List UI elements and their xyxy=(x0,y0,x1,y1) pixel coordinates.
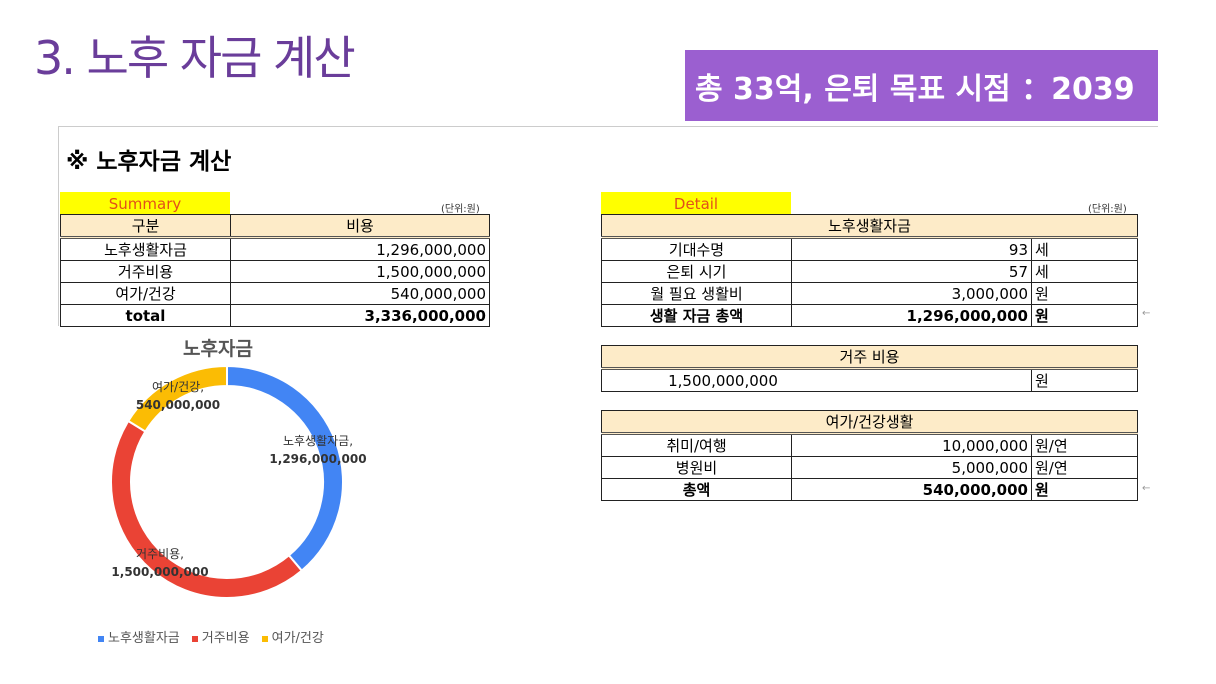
cell: 원 xyxy=(1031,478,1138,501)
donut-slice xyxy=(226,364,344,573)
summary-table: 구분 비용 노후생활자금 1,296,000,000 거주비용 1,500,000,0… xyxy=(60,214,490,327)
sheet-title: ※ 노후자금 계산 xyxy=(66,149,232,175)
cell: 취미/여행 xyxy=(601,433,792,457)
leisure-title: 여가/건강생활 xyxy=(601,410,1138,435)
cell: 1,296,000,000 xyxy=(791,304,1032,327)
legend-item: 거주비용 xyxy=(191,627,250,646)
living-title: 노후생활자금 xyxy=(601,214,1138,239)
table-row: 은퇴 시기 57 세 xyxy=(601,260,1138,283)
donut-slice xyxy=(126,364,228,433)
table-row: 1,500,000,000 원 xyxy=(601,368,1138,392)
arrow-icon: ← xyxy=(1142,483,1151,494)
table-row: 생활 자금 총액 1,296,000,000 원 xyxy=(601,304,1138,327)
cell: 은퇴 시기 xyxy=(601,260,792,283)
chart-title: 노후자금 xyxy=(183,338,253,360)
table-row: total 3,336,000,000 xyxy=(60,304,490,327)
cell: 3,000,000 xyxy=(791,282,1032,305)
summary-tag: Summary xyxy=(60,192,230,214)
cell: 1,500,000,000 xyxy=(601,368,1032,392)
arrow-icon: ← xyxy=(1142,308,1151,319)
detail-unit: (단위:원) xyxy=(1088,204,1127,215)
table-row: 기대수명 93 세 xyxy=(601,237,1138,261)
living-table: 노후생활자금 기대수명 93 세 은퇴 시기 57 세 월 필요 생활비 3,000,00… xyxy=(601,214,1138,327)
cell: total xyxy=(60,304,231,327)
col-header: 비용 xyxy=(230,214,490,239)
cell: 3,336,000,000 xyxy=(230,304,490,327)
data-label: 여가/건강, 540,000,000 xyxy=(135,380,221,412)
cell: 총액 xyxy=(601,478,792,501)
housing-title: 거주 비용 xyxy=(601,345,1138,370)
cell: 1,296,000,000 xyxy=(230,237,490,261)
detail-tag: Detail xyxy=(601,192,791,214)
chart-legend: 노후생활자금 거주비용 여가/건강 xyxy=(98,627,324,646)
cell: 세 xyxy=(1031,237,1138,261)
table-row: 여가/건강 540,000,000 xyxy=(60,282,490,305)
table-row: 노후생활자금 1,296,000,000 xyxy=(60,237,490,261)
cell: 원 xyxy=(1031,368,1138,392)
data-label: 노후생활자금, 1,296,000,000 xyxy=(269,434,367,466)
cell: 세 xyxy=(1031,260,1138,283)
cell: 5,000,000 xyxy=(791,456,1032,479)
summary-unit: (단위:원) xyxy=(441,204,480,215)
legend-item: 여가/건강 xyxy=(261,627,324,646)
leisure-table: 여가/건강생활 취미/여행 10,000,000 원/연 병원비 5,000,000 원… xyxy=(601,410,1138,501)
cell: 540,000,000 xyxy=(791,478,1032,501)
spreadsheet-area xyxy=(58,126,1158,326)
table-row: 월 필요 생활비 3,000,000 원 xyxy=(601,282,1138,305)
goal-banner: 총 33억, 은퇴 목표 시점 ：2039 xyxy=(685,50,1158,121)
housing-table: 거주 비용 1,500,000,000 원 xyxy=(601,345,1138,392)
col-header: 구분 xyxy=(60,214,231,239)
legend-item: 노후생활자금 xyxy=(98,627,180,646)
cell: 원 xyxy=(1031,304,1138,327)
table-row: 총액 540,000,000 원 xyxy=(601,478,1138,501)
table-row: 병원비 5,000,000 원/연 xyxy=(601,456,1138,479)
cell: 생활 자금 총액 xyxy=(601,304,792,327)
data-label: 거주비용, 1,500,000,000 xyxy=(111,547,209,579)
table-row: 거주비용 1,500,000,000 xyxy=(60,260,490,283)
slide-title: 3. 노후 자금 계산 xyxy=(34,31,356,85)
